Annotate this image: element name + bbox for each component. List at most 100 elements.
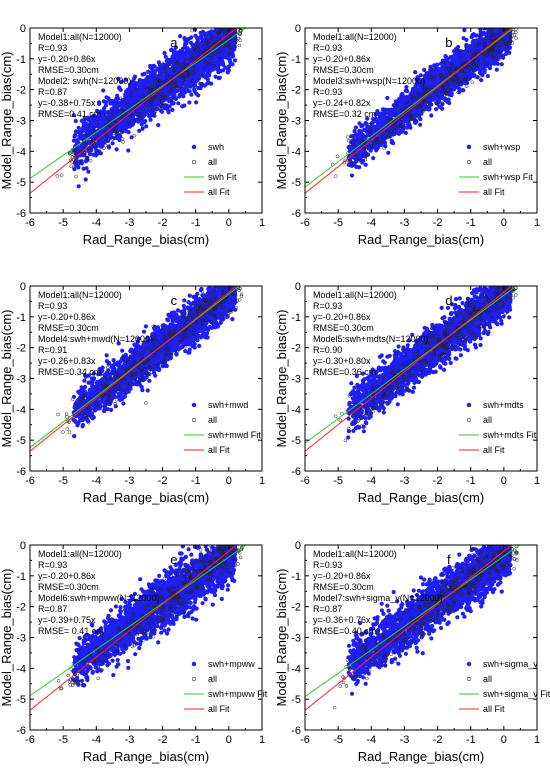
point	[151, 108, 155, 112]
point	[487, 66, 493, 71]
point	[178, 60, 183, 65]
y-tick-label: -1	[16, 54, 26, 66]
point	[232, 58, 238, 63]
point	[170, 88, 174, 92]
point	[206, 71, 211, 76]
point	[121, 140, 125, 144]
point	[240, 19, 243, 22]
point	[212, 63, 216, 68]
point	[55, 174, 60, 178]
point	[209, 59, 214, 65]
point	[503, 51, 509, 57]
point	[222, 30, 227, 34]
point	[506, 21, 510, 25]
point	[202, 45, 207, 50]
point	[103, 143, 108, 148]
point	[109, 125, 114, 130]
point	[189, 58, 193, 62]
point	[76, 125, 81, 130]
point	[74, 154, 78, 159]
point	[118, 134, 123, 139]
point	[85, 126, 90, 131]
point	[68, 151, 72, 155]
point	[154, 73, 158, 78]
point	[213, 74, 218, 79]
point	[69, 164, 73, 169]
point	[508, 17, 512, 21]
point	[178, 34, 183, 39]
point	[88, 158, 93, 163]
point	[123, 101, 128, 105]
point	[110, 141, 115, 146]
point	[71, 113, 76, 118]
point	[100, 119, 105, 124]
point	[199, 61, 204, 66]
point	[152, 64, 157, 69]
point	[207, 31, 212, 36]
point	[90, 144, 95, 148]
point	[220, 17, 224, 21]
point	[101, 99, 106, 104]
point	[232, 20, 236, 24]
point	[222, 21, 226, 25]
point	[225, 21, 229, 25]
point	[93, 139, 98, 144]
point	[164, 103, 169, 108]
point	[199, 81, 204, 86]
point	[132, 85, 137, 90]
point	[166, 57, 171, 63]
point	[124, 97, 129, 102]
point	[206, 35, 211, 40]
point	[233, 40, 238, 45]
point	[101, 88, 106, 93]
point	[221, 28, 225, 31]
point	[96, 133, 101, 138]
point	[218, 29, 222, 34]
point	[97, 148, 101, 153]
point	[169, 94, 174, 98]
point	[111, 137, 115, 141]
point	[126, 148, 131, 153]
point	[202, 48, 207, 53]
point	[428, 64, 433, 69]
point	[148, 117, 153, 122]
point	[505, 22, 509, 26]
point	[226, 15, 230, 19]
point	[129, 93, 133, 97]
point	[72, 162, 77, 166]
point	[97, 100, 102, 105]
point	[108, 135, 113, 140]
point	[499, 20, 503, 24]
y-tick-label: -3	[16, 116, 26, 128]
point	[177, 94, 182, 99]
point	[233, 20, 237, 24]
point	[202, 32, 207, 37]
point	[157, 62, 163, 68]
point	[192, 55, 197, 60]
point	[223, 43, 228, 48]
point	[173, 88, 178, 93]
point	[238, 22, 241, 25]
point	[170, 58, 176, 63]
point	[162, 51, 167, 56]
point	[233, 8, 237, 12]
x-axis-label: Rad_Range_bias(cm)	[83, 232, 209, 247]
point	[502, 16, 506, 20]
point	[72, 166, 76, 170]
point	[507, 18, 511, 22]
point	[118, 96, 123, 101]
point	[363, 162, 368, 167]
point	[474, 33, 479, 38]
point	[179, 65, 183, 70]
point	[231, 21, 235, 25]
point	[440, 102, 445, 107]
point	[234, 28, 239, 29]
point	[358, 130, 363, 135]
point	[229, 21, 232, 24]
point	[211, 54, 216, 59]
point	[197, 71, 202, 76]
point	[174, 67, 178, 71]
point	[231, 21, 234, 24]
point	[202, 58, 207, 62]
